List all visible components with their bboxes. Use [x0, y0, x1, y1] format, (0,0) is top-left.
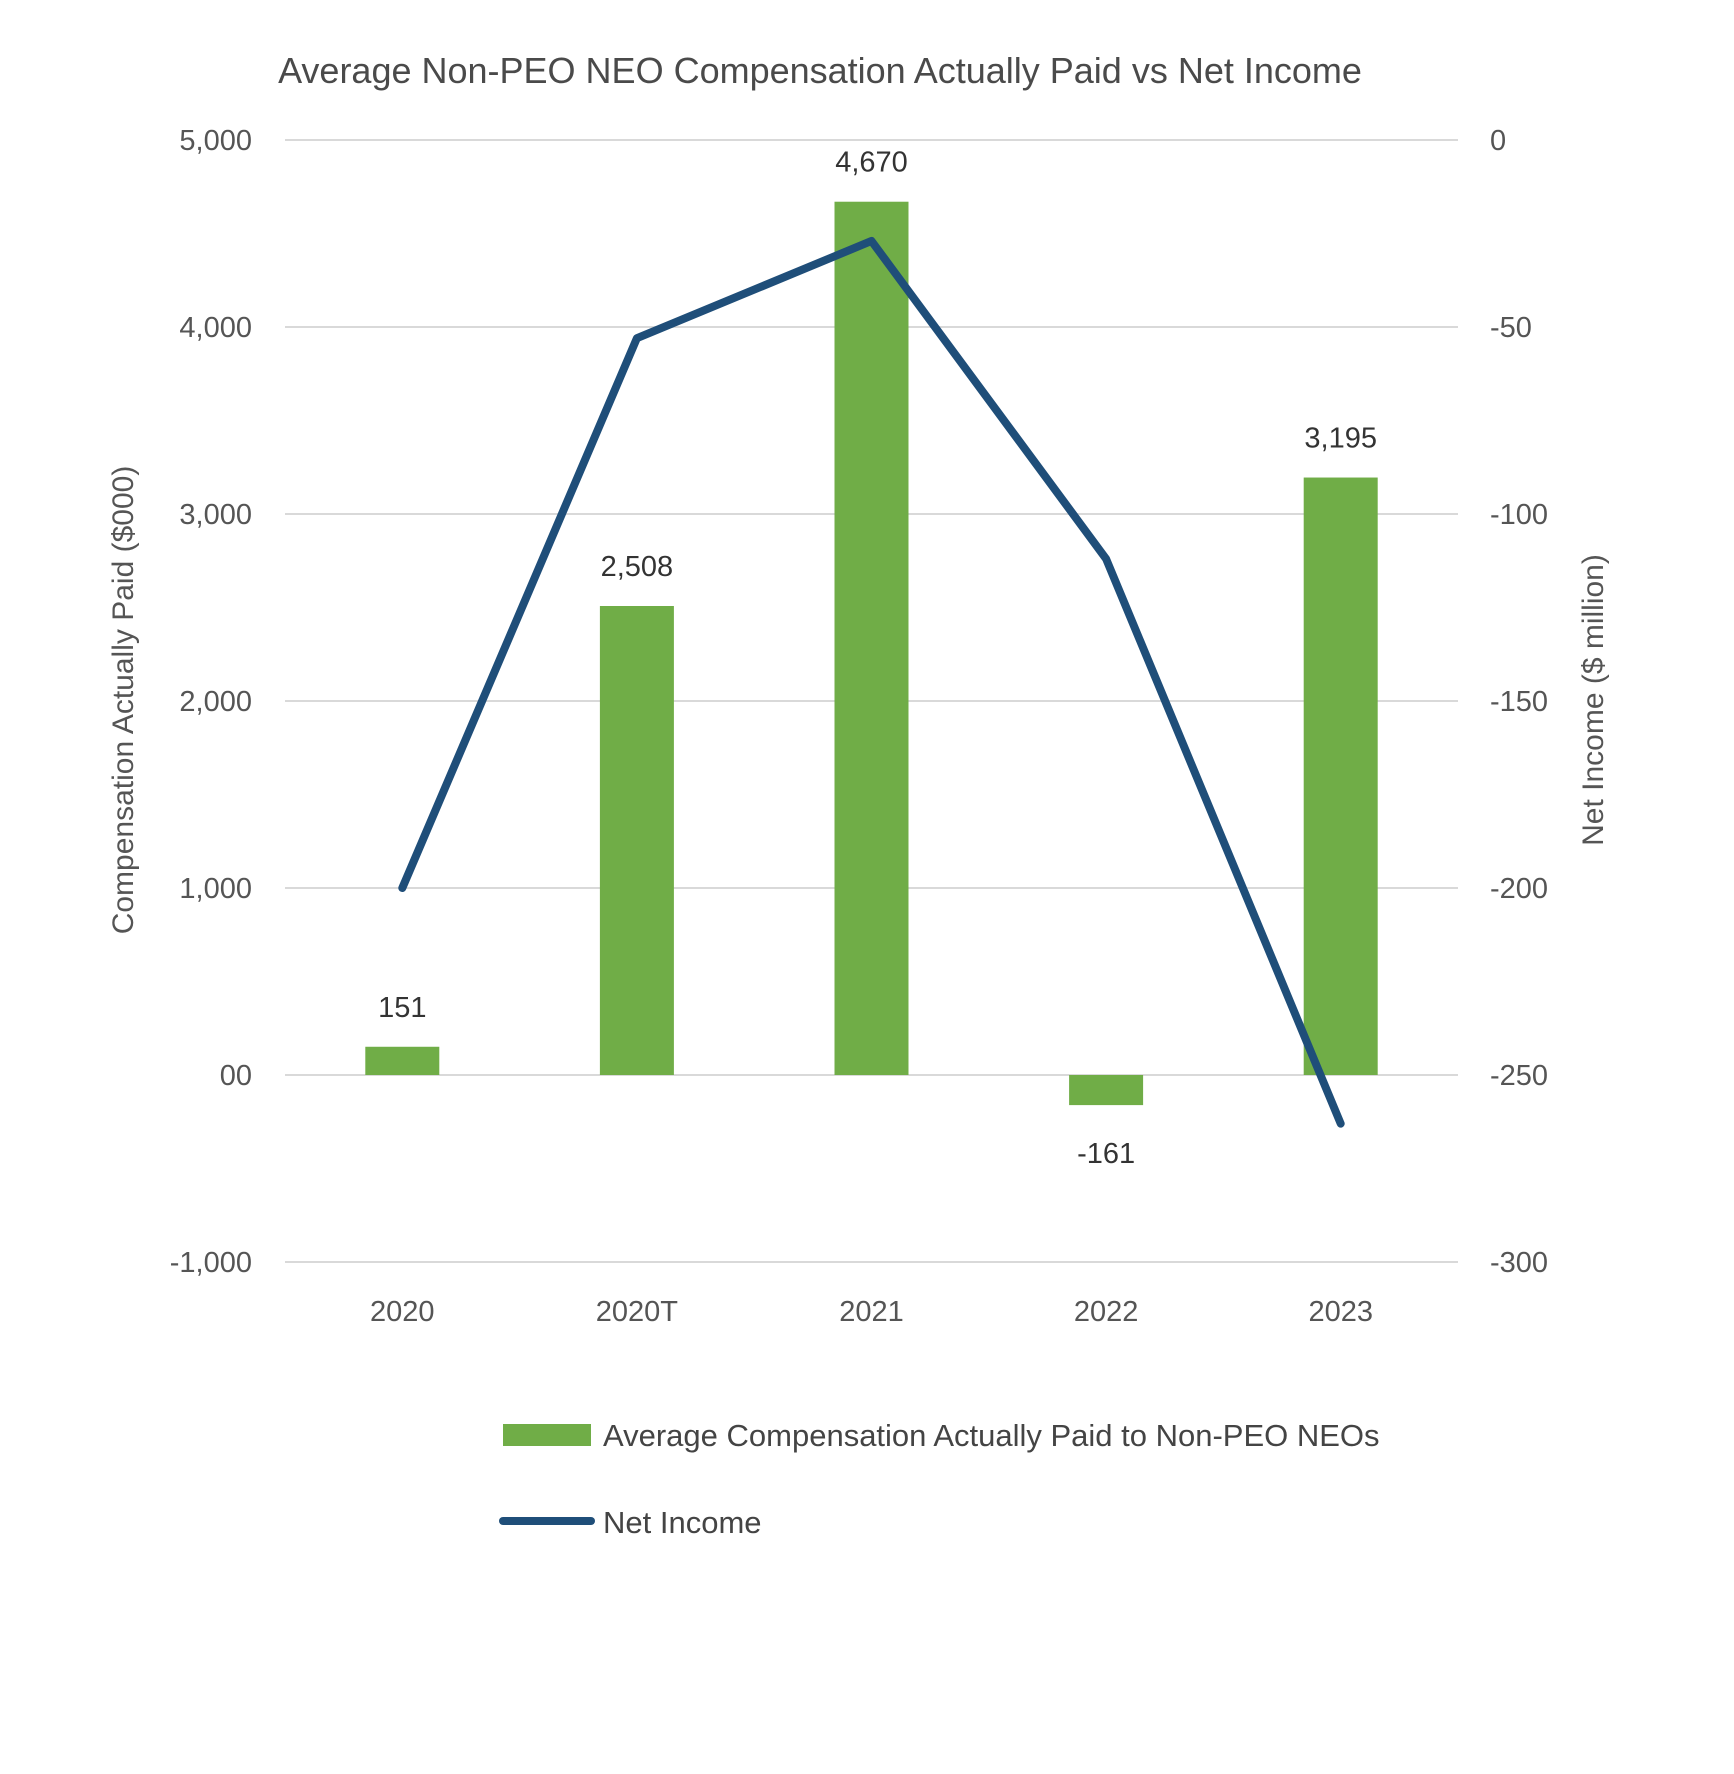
right-axis-tick-label: -300: [1490, 1247, 1548, 1279]
x-axis-tick-label: 2020: [370, 1296, 435, 1328]
axes: 5,000 4,000 3,000 2,000 1,000 00 -1,000 0 -50 -10…: [170, 125, 1548, 1328]
left-axis-tick-label: 3,000: [179, 499, 252, 531]
left-axis-tick-label: -1,000: [170, 1247, 252, 1279]
x-axis-tick-label: 2022: [1074, 1296, 1139, 1328]
right-axis-tick-label: -50: [1490, 312, 1532, 344]
line-series: [398, 236, 1345, 1128]
left-axis-tick-label: 4,000: [179, 312, 252, 344]
right-axis-tick-label: -250: [1490, 1060, 1548, 1092]
bar-value-label-2020T: 2,508: [601, 551, 674, 583]
x-axis-tick-label: 2021: [839, 1296, 904, 1328]
left-axis-tick-label: 00: [220, 1060, 252, 1092]
chart-title: Average Non-PEO NEO Compensation Actuall…: [278, 50, 1362, 91]
bar-2020: [365, 1046, 440, 1075]
right-axis-tick-label: 0: [1490, 125, 1506, 157]
bar-2020T: [599, 606, 674, 1075]
left-axis-tick-label: 2,000: [179, 686, 252, 718]
legend-item-line: Net Income: [499, 1505, 762, 1540]
legend-bar-swatch: [503, 1424, 591, 1446]
right-axis-tick-label: -150: [1490, 686, 1548, 718]
bar-value-label-2021: 4,670: [835, 147, 908, 179]
bar-series: [365, 201, 1378, 1106]
bar-2023: [1303, 477, 1378, 1075]
x-axis-tick-label: 2023: [1308, 1296, 1373, 1328]
bar-value-label-2022: -161: [1077, 1138, 1135, 1170]
legend-bar-label: Average Compensation Actually Paid to No…: [603, 1418, 1380, 1453]
bar-2022: [1069, 1075, 1144, 1106]
x-axis-tick-label: 2020T: [596, 1296, 679, 1328]
right-axis-label: Net Income ($ million): [1577, 554, 1610, 846]
bar-2021: [834, 201, 909, 1075]
legend: Average Compensation Actually Paid to No…: [499, 1418, 1380, 1540]
bar-value-label-2023: 3,195: [1304, 423, 1377, 455]
legend-item-bar: Average Compensation Actually Paid to No…: [503, 1418, 1380, 1453]
legend-line-label: Net Income: [603, 1505, 762, 1540]
left-axis-tick-label: 1,000: [179, 873, 252, 905]
left-axis-tick-label: 5,000: [179, 125, 252, 157]
bar-value-label-2020: 151: [378, 992, 426, 1024]
right-axis-tick-label: -200: [1490, 873, 1548, 905]
left-axis-label: Compensation Actually Paid ($000): [107, 466, 140, 935]
data-labels: 151 2,508 4,670 -161 3,195: [378, 147, 1377, 1170]
right-axis-tick-label: -100: [1490, 499, 1548, 531]
